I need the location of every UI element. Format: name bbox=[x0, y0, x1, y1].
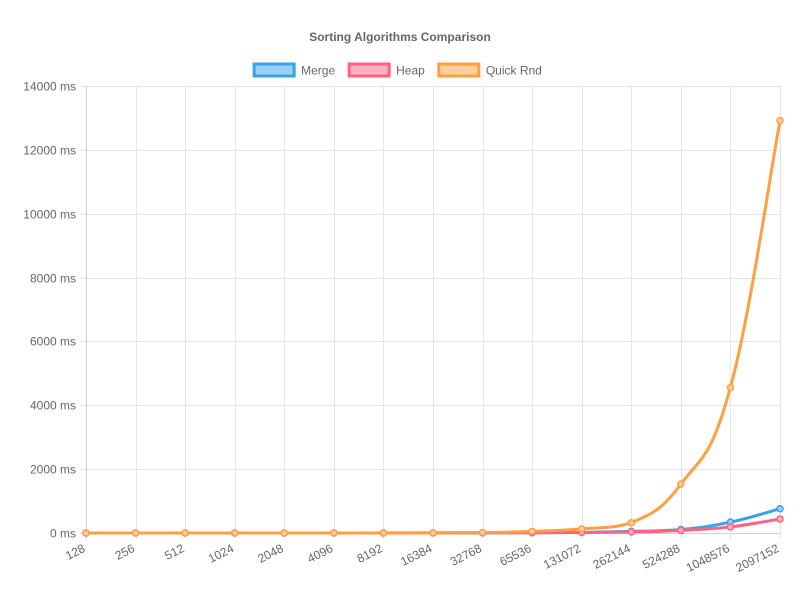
data-point-merge[interactable] bbox=[776, 504, 784, 513]
x-tick-label: 512 bbox=[162, 541, 186, 563]
x-tick-label: 131072 bbox=[541, 541, 583, 572]
data-point-heap[interactable] bbox=[677, 526, 685, 535]
data-point-quick-rnd[interactable] bbox=[230, 529, 239, 537]
legend-label-merge: Merge bbox=[301, 64, 335, 78]
legend-item-quick-rnd[interactable]: Quick Rnd bbox=[437, 62, 542, 78]
y-tick-label: 10000 ms bbox=[23, 208, 76, 222]
data-point-quick-rnd[interactable] bbox=[677, 480, 685, 488]
data-point-quick-rnd[interactable] bbox=[577, 525, 586, 533]
x-tick-label: 2097152 bbox=[733, 541, 781, 575]
legend-swatch-quick-rnd bbox=[437, 62, 481, 78]
data-point-quick-rnd[interactable] bbox=[131, 529, 140, 537]
x-tick-label: 16384 bbox=[398, 541, 434, 569]
x-tick-label: 262144 bbox=[591, 541, 633, 572]
y-tick-label: 12000 ms bbox=[23, 144, 76, 158]
data-point-quick-rnd[interactable] bbox=[379, 529, 388, 537]
legend-swatch-merge bbox=[252, 62, 296, 78]
x-tick-label: 128 bbox=[63, 541, 87, 563]
chart-title: Sorting Algorithms Comparison bbox=[309, 30, 491, 44]
legend-item-merge[interactable]: Merge bbox=[252, 62, 335, 78]
x-tick-label: 1048576 bbox=[684, 541, 732, 575]
x-tick-label: 2048 bbox=[255, 541, 285, 566]
data-point-quick-rnd[interactable] bbox=[627, 519, 636, 527]
y-axis: 0 ms 2000 ms 4000 ms 6000 ms 8000 ms 10000 ms… bbox=[23, 80, 76, 541]
x-tick-label: 32768 bbox=[448, 541, 484, 569]
y-tick-label: 2000 ms bbox=[30, 463, 76, 477]
data-point-quick-rnd[interactable] bbox=[478, 528, 487, 537]
series-group bbox=[82, 116, 784, 537]
legend-label-heap: Heap bbox=[396, 64, 425, 78]
legend-label-quick-rnd: Quick Rnd bbox=[486, 64, 542, 78]
x-tick-label: 4096 bbox=[305, 541, 335, 566]
series-line-quick-rnd bbox=[84, 118, 782, 535]
x-tick-label: 65536 bbox=[497, 541, 533, 569]
data-point-quick-rnd[interactable] bbox=[429, 529, 437, 537]
y-tick-label: 8000 ms bbox=[30, 272, 76, 286]
y-tick-label: 6000 ms bbox=[30, 335, 76, 349]
data-point-quick-rnd[interactable] bbox=[776, 116, 784, 125]
data-point-heap[interactable] bbox=[726, 523, 735, 531]
data-point-quick-rnd[interactable] bbox=[726, 383, 735, 392]
data-point-quick-rnd[interactable] bbox=[181, 529, 189, 537]
legend[interactable]: Merge Heap Quick Rnd bbox=[252, 62, 542, 78]
data-point-quick-rnd[interactable] bbox=[330, 529, 338, 537]
y-tick-label: 0 ms bbox=[50, 527, 76, 541]
data-point-heap[interactable] bbox=[776, 515, 784, 523]
x-tick-label: 8192 bbox=[355, 541, 385, 566]
data-point-quick-rnd[interactable] bbox=[82, 529, 90, 537]
grid bbox=[80, 86, 781, 539]
y-tick-label: 4000 ms bbox=[30, 399, 76, 413]
legend-item-heap[interactable]: Heap bbox=[347, 62, 425, 78]
x-tick-label: 1024 bbox=[206, 541, 236, 566]
data-point-quick-rnd[interactable] bbox=[280, 529, 289, 537]
data-point-quick-rnd[interactable] bbox=[528, 527, 536, 536]
x-tick-label: 524288 bbox=[640, 541, 682, 572]
x-tick-label: 256 bbox=[113, 541, 137, 563]
x-axis: 128 256 512 1024 2048 4096 8192 16384 32768 65536… bbox=[63, 541, 781, 575]
legend-swatch-heap bbox=[347, 62, 391, 78]
data-point-heap[interactable] bbox=[627, 528, 636, 536]
y-tick-label: 14000 ms bbox=[23, 80, 76, 94]
series-quick-rnd bbox=[82, 116, 784, 537]
